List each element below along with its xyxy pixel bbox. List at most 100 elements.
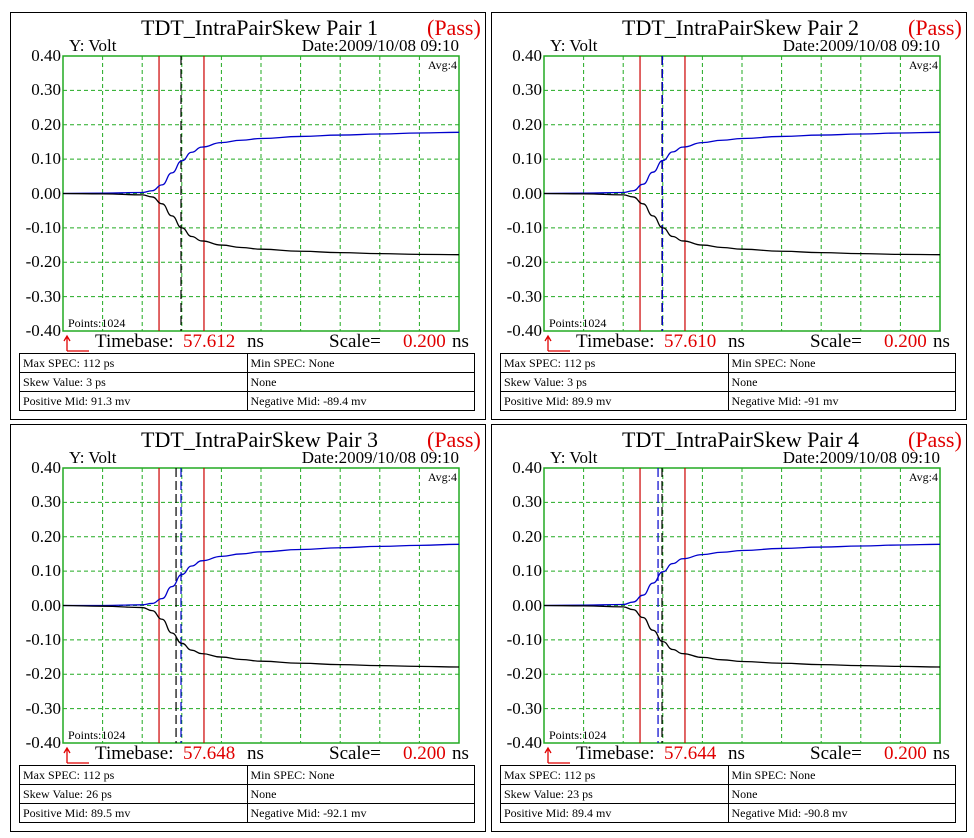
table-cell: None (727, 784, 956, 804)
table-cell: Min SPEC: None (727, 765, 956, 785)
positive-waveform (543, 543, 941, 607)
y-tick-label: 0.10 (512, 561, 542, 581)
timebase-value: 57.648 (183, 743, 236, 764)
chart-title: TDT_IntraPairSkew Pair 1 (141, 15, 379, 40)
y-tick-label: -0.30 (506, 286, 542, 306)
table-cell: None (246, 372, 475, 392)
timebase-arrow-icon[interactable] (63, 745, 91, 771)
y-axis-label: Y: Volt (550, 36, 598, 55)
y-tick-label: 0.30 (512, 492, 542, 512)
timebase-arrow-icon[interactable] (544, 333, 572, 359)
negative-waveform (62, 192, 460, 256)
y-tick-label: 0.00 (31, 183, 61, 203)
table-cell: Max SPEC: 112 ps (500, 353, 729, 373)
y-tick-label: -0.20 (506, 252, 542, 272)
y-tick-label: -0.20 (25, 664, 61, 684)
result-table: Max SPEC: 112 ps Min SPEC: None Skew Value… (500, 765, 956, 823)
y-tick-label: -0.40 (506, 321, 542, 340)
timebase-arrow-icon[interactable] (63, 333, 91, 359)
y-tick-label: 0.10 (31, 561, 61, 581)
y-tick-label: 0.00 (31, 595, 61, 615)
y-tick-label: 0.40 (31, 458, 61, 477)
y-tick-label: 0.20 (31, 114, 61, 134)
avg-label: Avg:4 (908, 58, 938, 72)
y-tick-label: 0.00 (512, 183, 542, 203)
pass-status: (Pass) (908, 15, 962, 40)
table-cell: Skew Value: 3 ps (19, 372, 248, 392)
timebase-label: Timebase: (95, 331, 174, 352)
table-row: Max SPEC: 112 ps Min SPEC: None (500, 353, 956, 373)
table-cell: Max SPEC: 112 ps (500, 765, 729, 785)
scale-label: Scale= (329, 743, 381, 764)
table-cell: Min SPEC: None (727, 353, 956, 373)
plot-area (62, 55, 460, 332)
positive-waveform (543, 131, 941, 195)
chart-title: TDT_IntraPairSkew Pair 3 (141, 427, 379, 452)
timebase-arrow-icon[interactable] (544, 745, 572, 771)
y-tick-label: 0.40 (512, 46, 542, 65)
chart-title: TDT_IntraPairSkew Pair 2 (622, 15, 860, 40)
y-axis-label: Y: Volt (69, 36, 117, 55)
timebase-value: 57.644 (664, 743, 717, 764)
timebase-row: Timebase: 57.612 ns Scale= 0.200 ns (63, 331, 473, 353)
y-tick-label: 0.20 (31, 526, 61, 546)
table-cell: None (246, 784, 475, 804)
negative-waveform (543, 192, 941, 256)
table-row: Positive Mid: 91.3 mv Negative Mid: -89.4… (19, 391, 475, 411)
scale-unit: ns (452, 743, 469, 764)
y-tick-label: -0.40 (506, 733, 542, 752)
date-label: Date:2009/10/08 09:10 (301, 448, 459, 467)
date-label: Date:2009/10/08 09:10 (782, 448, 940, 467)
avg-label: Avg:4 (427, 58, 457, 72)
table-row: Skew Value: 23 ps None (500, 784, 956, 804)
timebase-unit: ns (247, 743, 264, 764)
table-cell: Max SPEC: 112 ps (19, 353, 248, 373)
table-cell: Positive Mid: 89.9 mv (500, 391, 729, 411)
table-cell: Negative Mid: -89.4 mv (246, 391, 475, 411)
timebase-unit: ns (247, 331, 264, 352)
y-tick-label: -0.10 (25, 629, 61, 649)
positive-waveform (62, 543, 460, 607)
timebase-value: 57.610 (664, 331, 717, 352)
table-cell: Skew Value: 3 ps (500, 372, 729, 392)
table-cell: Min SPEC: None (246, 353, 475, 373)
table-cell: Negative Mid: -92.1 mv (246, 803, 475, 823)
table-cell: Min SPEC: None (246, 765, 475, 785)
pass-status: (Pass) (427, 427, 481, 452)
y-tick-label: -0.10 (25, 217, 61, 237)
chart-panel-3: TDT_IntraPairSkew Pair 3 (Pass) Y: Volt … (10, 424, 486, 832)
negative-waveform (543, 604, 941, 668)
y-tick-label: 0.20 (512, 526, 542, 546)
y-tick-label: 0.40 (512, 458, 542, 477)
chart-panel-4: TDT_IntraPairSkew Pair 4 (Pass) Y: Volt … (491, 424, 967, 832)
table-cell: Positive Mid: 89.5 mv (19, 803, 248, 823)
result-table: Max SPEC: 112 ps Min SPEC: None Skew Value… (19, 353, 475, 411)
table-row: Max SPEC: 112 ps Min SPEC: None (19, 765, 475, 785)
pass-status: (Pass) (427, 15, 481, 40)
timebase-value: 57.612 (183, 331, 236, 352)
table-row: Max SPEC: 112 ps Min SPEC: None (19, 353, 475, 373)
chart-panel-2: TDT_IntraPairSkew Pair 2 (Pass) Y: Volt … (491, 12, 967, 420)
negative-waveform (62, 604, 460, 668)
y-tick-label: -0.10 (506, 629, 542, 649)
y-tick-label: 0.30 (31, 492, 61, 512)
points-label: Points:1024 (549, 728, 607, 742)
y-tick-label: 0.30 (512, 80, 542, 100)
points-label: Points:1024 (68, 728, 126, 742)
timebase-row: Timebase: 57.610 ns Scale= 0.200 ns (544, 331, 954, 353)
y-tick-label: 0.10 (512, 149, 542, 169)
y-tick-label: 0.00 (512, 595, 542, 615)
table-cell: Negative Mid: -90.8 mv (727, 803, 956, 823)
timebase-row: Timebase: 57.644 ns Scale= 0.200 ns (544, 743, 954, 765)
scale-label: Scale= (810, 331, 862, 352)
positive-waveform (62, 131, 460, 195)
y-tick-label: 0.20 (512, 114, 542, 134)
table-row: Positive Mid: 89.9 mv Negative Mid: -91 m… (500, 391, 956, 411)
y-tick-label: -0.30 (25, 286, 61, 306)
table-row: Positive Mid: 89.5 mv Negative Mid: -92.1… (19, 803, 475, 823)
table-cell: Positive Mid: 91.3 mv (19, 391, 248, 411)
y-tick-label: -0.20 (25, 252, 61, 272)
table-row: Skew Value: 26 ps None (19, 784, 475, 804)
table-cell: None (727, 372, 956, 392)
y-axis-label: Y: Volt (69, 448, 117, 467)
